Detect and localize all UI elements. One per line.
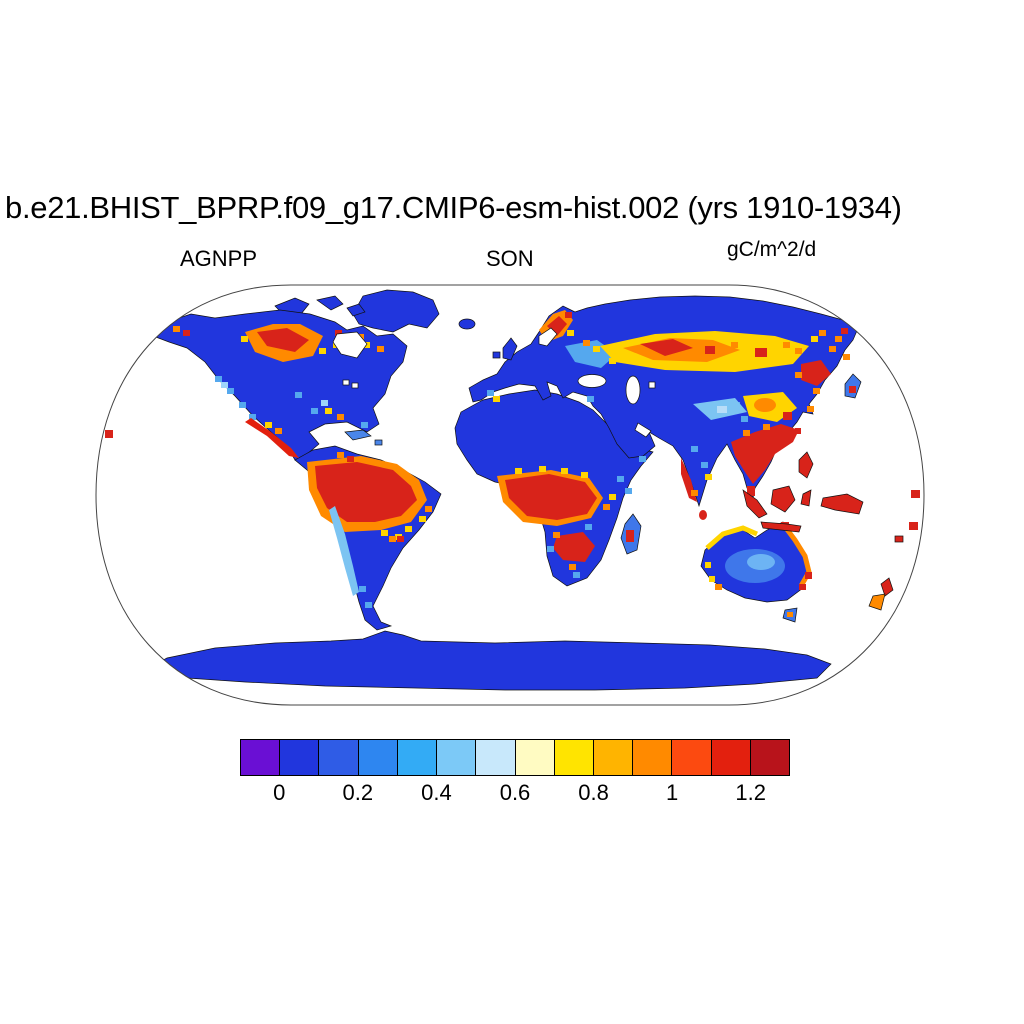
colorbar-cell bbox=[592, 739, 634, 776]
continent-antarctica bbox=[133, 630, 832, 691]
colorbar-cell bbox=[279, 739, 320, 776]
colorbar-cell bbox=[357, 739, 398, 776]
colorbar-cell bbox=[671, 739, 712, 776]
colorbar: 0 0.2 0.4 0.6 0.8 1 1.2 bbox=[240, 739, 791, 810]
colorbar-tick-label: 0.2 bbox=[342, 780, 374, 805]
colorbar-cells bbox=[240, 739, 791, 776]
plot-title: b.e21.BHIST_BPRP.f09_g17.CMIP6-esm-hist.… bbox=[5, 190, 902, 225]
variable-label: AGNPP bbox=[180, 246, 258, 271]
colorbar-ticks: 0 0.2 0.4 0.6 0.8 1 1.2 bbox=[240, 780, 790, 810]
continent-greenland bbox=[352, 289, 440, 333]
colorbar-tick-label: 0.8 bbox=[578, 780, 609, 805]
world-map bbox=[95, 284, 925, 706]
colorbar-tick-label: 0.4 bbox=[421, 780, 452, 805]
colorbar-cell bbox=[475, 739, 516, 776]
colorbar-cell bbox=[318, 739, 359, 776]
inland-seas bbox=[332, 327, 656, 438]
colorbar-cell bbox=[436, 739, 477, 776]
colorbar-tick-label: 1 bbox=[666, 780, 679, 805]
island-new-zealand bbox=[880, 577, 894, 597]
colorbar-cell bbox=[553, 739, 594, 776]
colorbar-cell bbox=[710, 739, 751, 776]
colorbar-tick-label: 0 bbox=[273, 780, 286, 805]
colorbar-tick-label: 1.2 bbox=[735, 780, 766, 805]
maritime-continent bbox=[742, 451, 904, 611]
season-label: SON bbox=[486, 246, 534, 271]
map-outline bbox=[95, 284, 925, 706]
island-philippines bbox=[798, 451, 814, 479]
colorbar-cell bbox=[749, 739, 791, 776]
units-label: gC/m^2/d bbox=[727, 238, 817, 261]
colorbar-cell bbox=[632, 739, 673, 776]
colorbar-tick-label: 0.6 bbox=[499, 780, 531, 805]
colorbar-cell bbox=[514, 739, 555, 776]
colorbar-cell bbox=[396, 739, 438, 776]
colorbar-cell bbox=[240, 739, 281, 776]
